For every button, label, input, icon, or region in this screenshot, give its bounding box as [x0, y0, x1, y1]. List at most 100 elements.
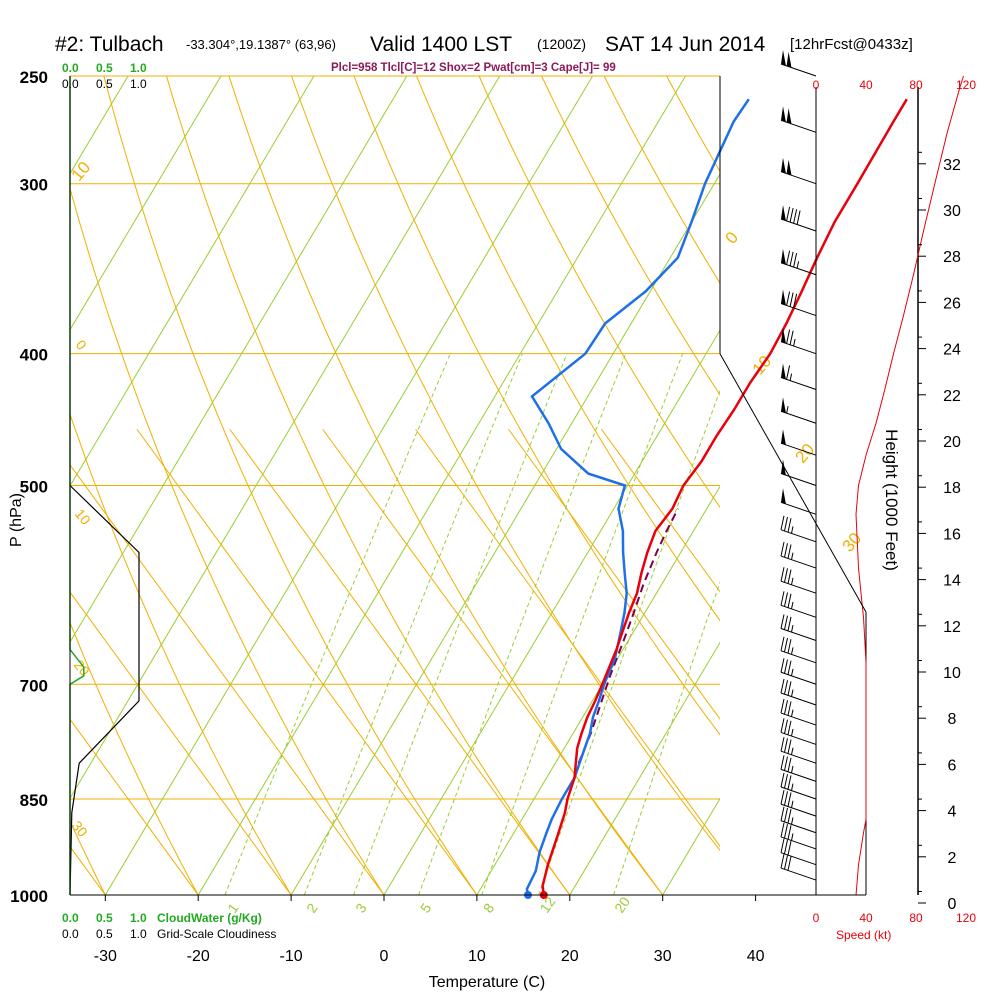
wind-barb-half-feather [791, 817, 794, 825]
wind-barb [780, 363, 817, 390]
right-plot-slant [719, 353, 867, 613]
wind-barb [780, 755, 817, 782]
station-title: #2: Tulbach [55, 33, 164, 56]
wind-barb-feather [780, 790, 785, 805]
mixing-ratio-line [224, 353, 451, 895]
height-tick-label: 2 [948, 850, 957, 867]
dry-adiabat [416, 76, 720, 622]
cloud-water-scale-bottom: 1.0 [130, 911, 147, 925]
dewpoint-trace [525, 98, 750, 896]
wind-barb-feather [784, 824, 788, 839]
wind-barb-staff [780, 786, 817, 800]
wind-barb-half-feather [791, 668, 794, 676]
height-tick-label: 4 [948, 804, 957, 821]
wind-barb-feather [789, 251, 794, 267]
isotherm-line [70, 76, 222, 331]
dry-adiabat [166, 76, 571, 895]
valid-time: Valid 1400 LST [370, 33, 512, 56]
dry-adiabat [478, 76, 720, 509]
p-tick-label: 400 [20, 346, 48, 365]
cloudiness-label: Grid-Scale Cloudiness [157, 927, 276, 941]
wind-barb-feather [784, 516, 788, 532]
wind-barb-feather [787, 739, 792, 754]
wind-barb [780, 838, 817, 866]
height-tick-label: 30 [943, 203, 961, 220]
height-tick-label: 12 [943, 619, 961, 636]
wind-barb-feather [793, 252, 798, 268]
isotherm-line [70, 76, 501, 800]
wind-barb-feather [787, 681, 792, 696]
temperature-trace [541, 98, 908, 896]
wind-scale-bottom-label: 120 [956, 911, 976, 925]
wind-barb-pennant [786, 159, 792, 176]
wind-barb-staff [780, 377, 817, 390]
p-tick-label: 1000 [10, 887, 48, 906]
wind-scale-bottom-label: 40 [859, 911, 873, 925]
wind-barb-half-feather [791, 765, 794, 774]
wind-barb-staff [780, 529, 817, 543]
height-tick-label: 6 [948, 757, 957, 774]
isentrope-line [70, 591, 292, 895]
cloudiness-scale-bottom: 0.5 [96, 927, 113, 941]
p-tick-label: 500 [20, 478, 48, 497]
wind-barb-feather [796, 210, 801, 225]
isotherm-edge-label: 10 [72, 506, 94, 528]
mixing-ratio-lines [224, 353, 720, 895]
wind-barb-feather [784, 839, 788, 855]
wind-barb-pennant [781, 289, 786, 306]
wind-barb-feather [793, 293, 798, 308]
wind-barb-feather [786, 291, 791, 306]
wind-barb-feather [780, 806, 785, 821]
wind-barb-feather [787, 792, 792, 807]
wind-barb [780, 718, 817, 745]
wind-barb-feather [787, 660, 792, 675]
wind-barb-feather [787, 775, 792, 790]
wind-barb-feather [784, 615, 788, 630]
wind-barb-feather [787, 544, 792, 559]
wind-barb-feather [789, 208, 794, 223]
height-tick-label: 22 [943, 388, 961, 405]
wind-barb-feather [780, 838, 785, 853]
wind-barb [780, 327, 817, 355]
adiabat-label: 30 [839, 529, 866, 556]
isotherm-edge-label: 0 [73, 337, 90, 353]
dry-adiabat [854, 76, 1000, 895]
height-tick-label: 16 [943, 526, 961, 543]
wind-barb-feather [784, 807, 788, 823]
mixing-ratio-label: 2 [303, 900, 321, 916]
wind-barb-staff [780, 692, 817, 706]
wind-barb-pennant [781, 327, 786, 344]
isotherm-line [70, 76, 408, 644]
mixing-ratio-label: 8 [480, 900, 498, 916]
wind-barb-half-feather [791, 783, 794, 791]
height-tick-label: 14 [943, 573, 961, 590]
wind-barb-pennant [781, 157, 786, 174]
wind-barb-feather [787, 757, 792, 772]
wind-barb [780, 106, 817, 133]
valid-date: SAT 14 Jun 2014 [605, 33, 766, 56]
wind-barb-staff [780, 303, 817, 317]
dry-adiabat [70, 412, 292, 895]
isotherm-line [476, 485, 720, 895]
wind-speed-label: Speed (kt) [836, 928, 891, 942]
isentrope-line [508, 428, 720, 720]
wind-barb-feather [780, 853, 785, 869]
wind-barb-feather [780, 678, 785, 694]
wind-barb-feather [780, 822, 785, 838]
cloudiness-scale-bottom: 0.0 [62, 927, 79, 941]
cloudiness-scale-bottom: 1.0 [130, 927, 147, 941]
wind-barb-feather [780, 567, 785, 582]
mixing-ratio-line [538, 389, 720, 895]
dry-adiabat [0, 76, 12, 895]
wind-barb-staff [780, 671, 817, 685]
wind-barb-half-feather [791, 833, 794, 841]
wind-barb-feather [784, 855, 788, 870]
wind-barb-half-feather [791, 747, 794, 755]
wind-barb-staff [780, 119, 817, 133]
wind-barb-feather [787, 856, 792, 871]
adiabat-label: 20 [792, 440, 819, 467]
